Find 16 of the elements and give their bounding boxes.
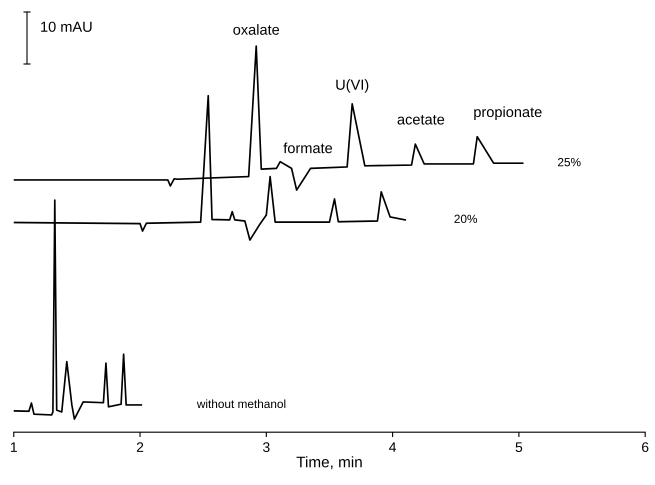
x-tick-label: 5 xyxy=(516,442,522,452)
annotation: oxalate xyxy=(233,24,280,35)
x-tick-label: 6 xyxy=(642,442,648,452)
x-tick-label: 1 xyxy=(10,442,17,452)
text: 25% xyxy=(558,158,581,166)
text: 20% xyxy=(454,214,478,224)
x-tick-label: 3 xyxy=(262,442,270,452)
annotation: formate xyxy=(283,142,332,154)
annotation: U(VI) xyxy=(336,79,368,93)
text: without methanol xyxy=(196,399,286,408)
annotation: acetate xyxy=(398,115,444,125)
x-axis-title: Time, min xyxy=(296,456,362,470)
annotation: propionate xyxy=(474,106,542,120)
text: 10 mAU xyxy=(41,22,92,32)
x-tick-label: 2 xyxy=(136,442,144,452)
x-tick-label: 4 xyxy=(389,442,396,452)
